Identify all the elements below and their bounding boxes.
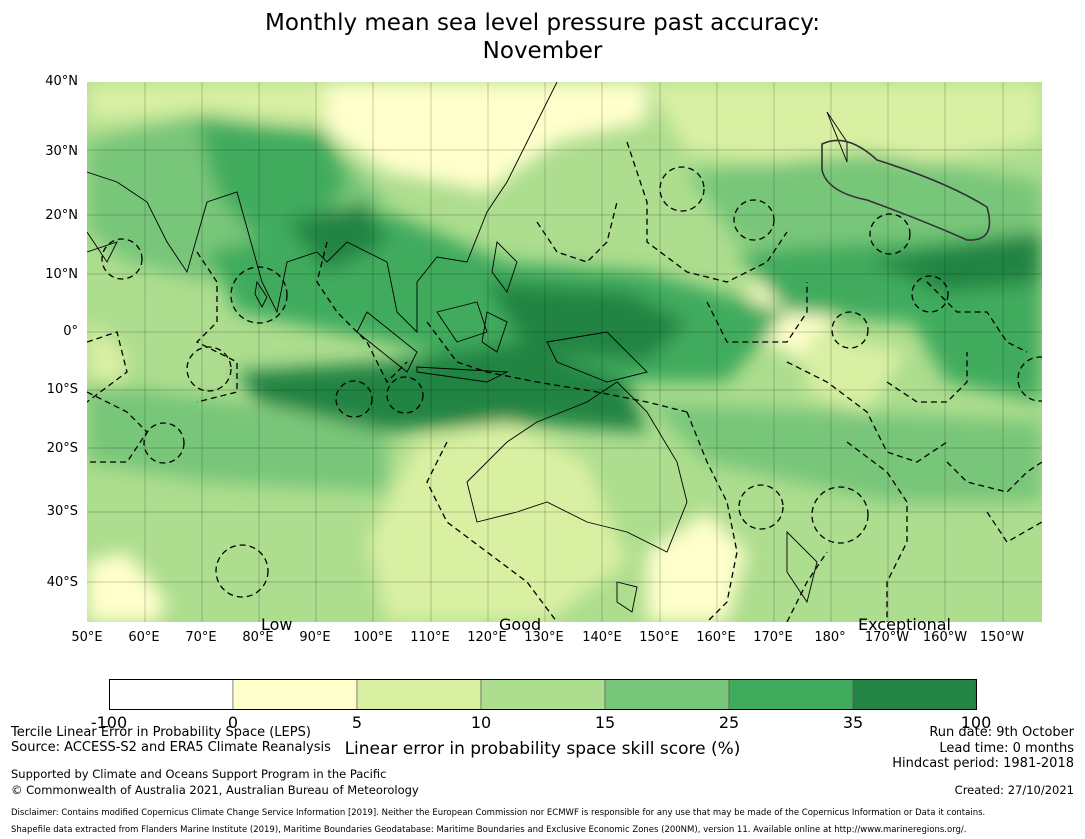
lon-label: 90°E <box>299 630 331 645</box>
skill-label-good: Good <box>499 615 542 634</box>
colorbar-tick: 25 <box>718 713 740 732</box>
colorbar-tick: 35 <box>842 713 864 732</box>
lon-label: 150°W <box>979 630 1025 645</box>
skill-label-low: Low <box>261 615 293 634</box>
colorbar-tick: -100 <box>90 713 128 732</box>
page-subtitle: November <box>482 38 603 64</box>
skill-map[interactable] <box>87 82 1042 622</box>
lon-label: 160°E <box>696 630 736 645</box>
eez-boundaries <box>87 141 1042 622</box>
lon-label: 180° <box>814 630 846 645</box>
colorbar-segment <box>480 679 606 710</box>
graticule <box>87 82 1042 622</box>
lon-label: 150°E <box>639 630 679 645</box>
created-date: Created: 27/10/2021 <box>954 783 1074 797</box>
colorbar-tick: 5 <box>351 713 363 732</box>
hindcast-period: Hindcast period: 1981-2018 <box>892 756 1074 771</box>
colorbar-tick: 15 <box>594 713 616 732</box>
copyright-label: © Commonwealth of Australia 2021, Austra… <box>11 783 419 797</box>
lat-label: 20°S <box>46 441 78 456</box>
hawaii-outline <box>821 139 991 241</box>
shapefile-credit: Shapefile data extracted from Flanders M… <box>11 825 967 835</box>
colorbar-segment <box>728 679 854 710</box>
lat-label: 10°N <box>45 267 78 282</box>
colorbar-label: Linear error in probability space skill … <box>344 739 741 759</box>
colorbar-segment <box>109 679 234 710</box>
lat-label: 40°N <box>45 74 78 89</box>
lon-label: 170°E <box>753 630 793 645</box>
colorbar-tick: 10 <box>470 713 492 732</box>
lat-label: 30°S <box>46 504 78 519</box>
support-label: Supported by Climate and Oceans Support … <box>11 767 387 781</box>
colorbar-segment <box>356 679 482 710</box>
lon-label: 110°E <box>410 630 450 645</box>
lon-label: 130°E <box>524 630 564 645</box>
lon-label: 140°E <box>582 630 622 645</box>
run-date: Run date: 9th October <box>929 725 1074 740</box>
skill-label-exceptional: Exceptional <box>858 615 951 634</box>
source-label: Source: ACCESS-S2 and ERA5 Climate Reana… <box>11 740 331 755</box>
colorbar-segment <box>852 679 977 710</box>
lon-label: 120°E <box>467 630 507 645</box>
lon-label: 70°E <box>185 630 217 645</box>
lon-label: 160°W <box>922 630 968 645</box>
coastlines <box>87 82 848 613</box>
colorbar-tick: 100 <box>960 713 992 732</box>
lat-label: 30°N <box>45 144 78 159</box>
lon-label: 80°E <box>242 630 274 645</box>
leps-label: Tercile Linear Error in Probability Spac… <box>11 725 311 740</box>
lon-label: 100°E <box>353 630 393 645</box>
lat-label: 0° <box>63 324 78 339</box>
lat-label: 40°S <box>46 575 78 590</box>
lon-label: 50°E <box>71 630 103 645</box>
lon-label: 60°E <box>128 630 160 645</box>
lat-label: 20°N <box>45 208 78 223</box>
lat-label: 10°S <box>46 382 78 397</box>
page-title: Monthly mean sea level pressure past acc… <box>265 10 820 36</box>
lead-time: Lead time: 0 months <box>939 741 1074 756</box>
colorbar-segment <box>232 679 358 710</box>
lon-label: 170°W <box>864 630 910 645</box>
colorbar-segment <box>604 679 730 710</box>
colorbar-tick: 0 <box>227 713 239 732</box>
disclaimer: Disclaimer: Contains modified Copernicus… <box>11 808 986 818</box>
colorbar <box>109 679 977 710</box>
